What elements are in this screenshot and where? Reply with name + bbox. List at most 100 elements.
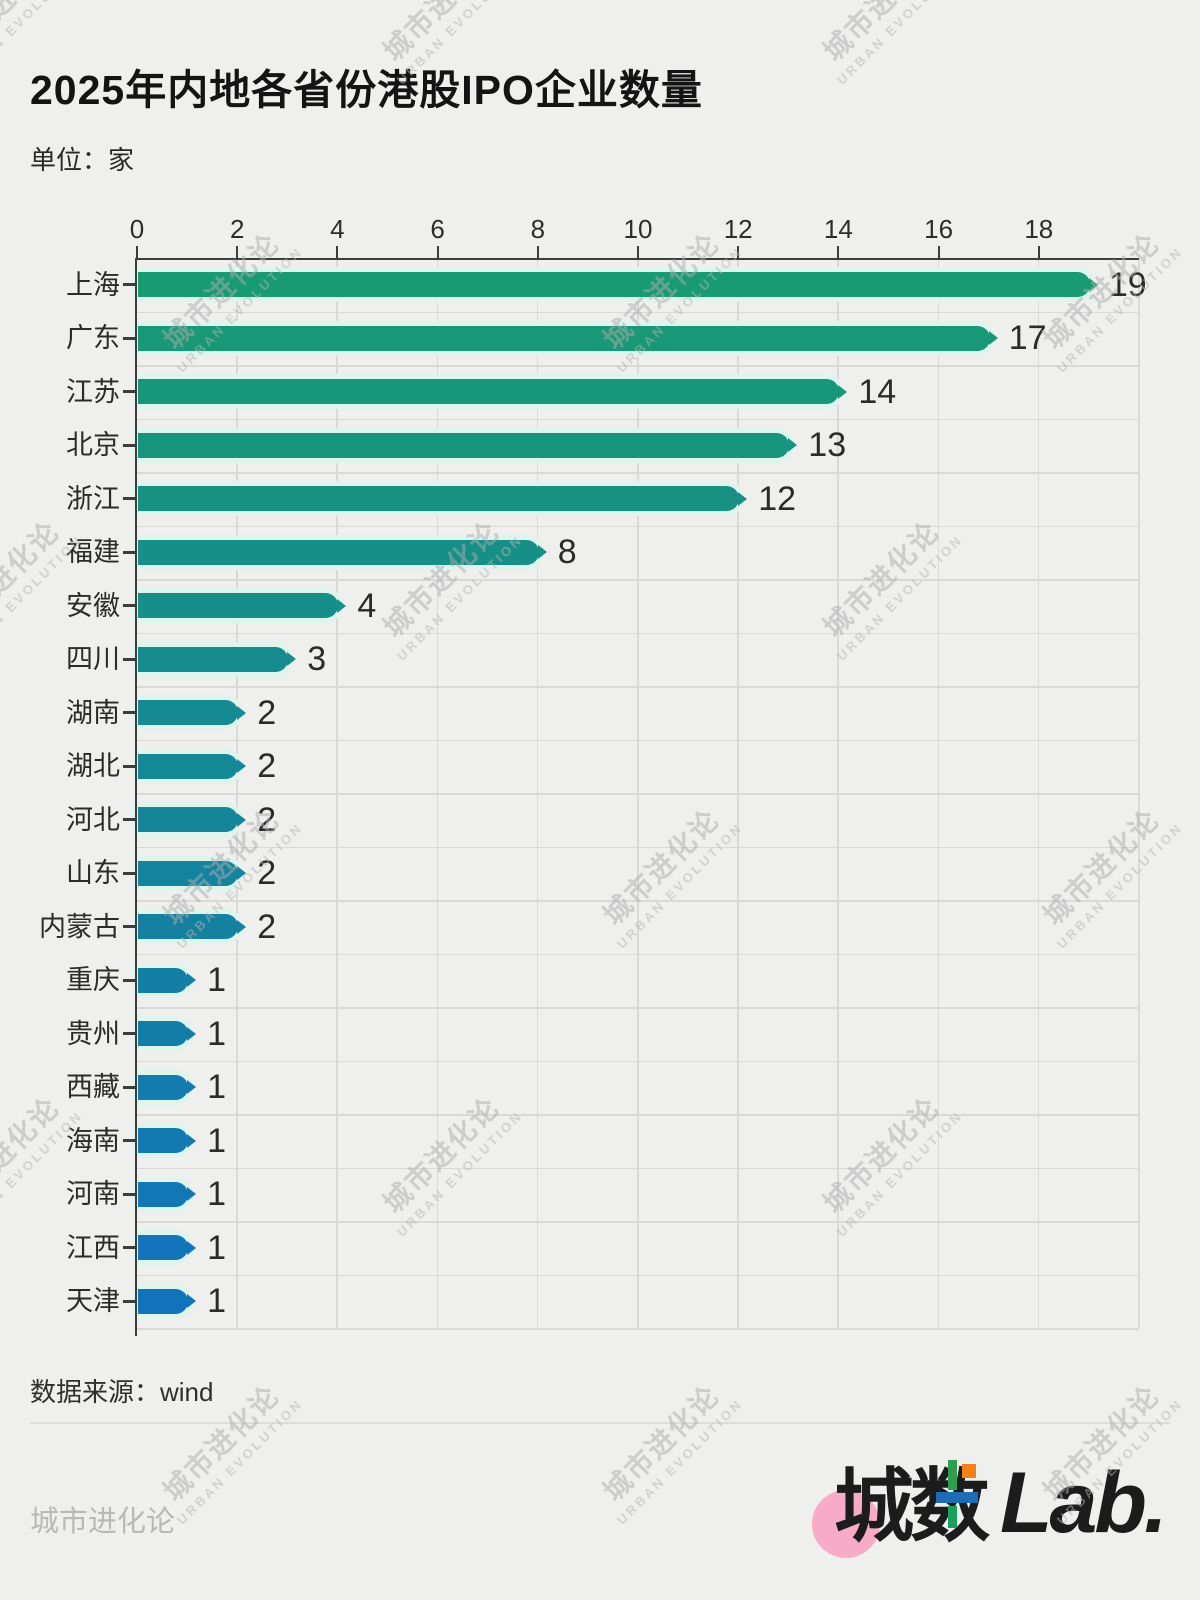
bar-tip [738, 491, 748, 506]
category-label: 内蒙古 [39, 911, 120, 942]
bar-value-label: 2 [257, 907, 277, 946]
bar-湖北 [138, 753, 247, 779]
y-axis-tick-mark [123, 925, 135, 929]
bar-value-label: 2 [257, 854, 277, 893]
x-axis-tick-label: 18 [1024, 214, 1054, 244]
horizontal-gridline [137, 686, 1139, 688]
horizontal-gridline [137, 365, 1139, 367]
category-label: 河南 [66, 1179, 120, 1210]
horizontal-gridline [137, 1007, 1139, 1009]
x-axis-tick-label: 2 [229, 214, 245, 244]
bar-value-label: 2 [257, 693, 277, 732]
bar-tip [237, 705, 247, 720]
x-axis-line [135, 258, 1139, 260]
horizontal-gridline [137, 311, 1139, 313]
bar-tip [337, 598, 347, 613]
category-label: 北京 [66, 430, 120, 461]
bar-tip [838, 384, 848, 399]
category-label: 西藏 [66, 1072, 120, 1103]
bar-江西 [138, 1235, 197, 1261]
logo-blue-bar-icon [936, 1492, 978, 1503]
bar-重庆 [138, 967, 197, 993]
bar-tip [1088, 277, 1098, 292]
footer-divider [30, 1422, 1170, 1424]
category-label: 湖北 [66, 751, 120, 782]
category-label: 山东 [66, 858, 120, 889]
x-axis-tick-mark [436, 246, 439, 258]
category-label: 海南 [66, 1125, 120, 1156]
category-label: 湖南 [66, 697, 120, 728]
horizontal-gridline [137, 472, 1139, 474]
logo-latin-text: Lab. [1000, 1455, 1168, 1551]
horizontal-gridline [137, 1328, 1139, 1330]
logo-green-bar-icon [948, 1460, 957, 1490]
y-axis-tick-mark [123, 283, 135, 287]
x-axis-tick-mark [236, 246, 239, 258]
bar-value-label: 2 [257, 747, 277, 786]
x-axis-tick-mark [737, 246, 740, 258]
y-axis-tick-mark [123, 818, 135, 822]
horizontal-gridline [137, 418, 1139, 420]
horizontal-gridline [137, 632, 1139, 634]
y-axis-tick-mark [123, 1085, 135, 1089]
horizontal-gridline [137, 900, 1139, 902]
y-axis-tick-mark [123, 978, 135, 982]
category-label: 河北 [66, 804, 120, 835]
horizontal-gridline [137, 793, 1139, 795]
bar-tip [187, 973, 197, 988]
horizontal-gridline [137, 1274, 1139, 1276]
x-axis-tick-label: 14 [823, 214, 853, 244]
bar-江苏 [138, 379, 848, 405]
bar-福建 [138, 539, 547, 565]
brand-name-left: 城市进化论 [30, 1506, 176, 1538]
category-label: 江西 [66, 1232, 120, 1263]
bar-西藏 [138, 1074, 197, 1100]
bar-value-label: 13 [808, 426, 847, 465]
x-axis-tick-mark [336, 246, 339, 258]
y-axis-tick-mark [123, 550, 135, 554]
bar-value-label: 3 [307, 640, 327, 679]
bar-tip [187, 1240, 197, 1255]
horizontal-gridline [137, 953, 1139, 955]
category-label: 四川 [66, 644, 120, 675]
x-axis-tick-label: 6 [430, 214, 445, 244]
bar-value-label: 4 [357, 586, 377, 625]
bar-value-label: 1 [207, 1014, 227, 1053]
y-axis-tick-mark [123, 336, 135, 340]
horizontal-gridline [137, 1221, 1139, 1223]
horizontal-gridline [137, 739, 1139, 741]
category-label: 贵州 [66, 1018, 120, 1049]
bar-山东 [138, 860, 247, 886]
x-axis-tick-label: 16 [924, 214, 954, 244]
x-axis-tick-label: 12 [723, 214, 753, 244]
bar-tip [187, 1294, 197, 1309]
category-label: 重庆 [66, 965, 120, 996]
bar-四川 [138, 646, 297, 672]
data-source-label: 数据来源：wind [30, 1377, 214, 1407]
y-axis-tick-mark [123, 1192, 135, 1196]
y-axis-tick-mark [123, 871, 135, 875]
bar-贵州 [138, 1021, 197, 1047]
bar-上海 [138, 272, 1098, 298]
page-title: 2025年内地各省份港股IPO企业数量 [30, 67, 703, 113]
logo-pink-circle-icon [812, 1490, 880, 1558]
bar-海南 [138, 1128, 197, 1154]
x-axis-tick-mark [536, 246, 539, 258]
y-axis-tick-mark [123, 1139, 135, 1143]
bar-tip [237, 866, 247, 881]
bar-河北 [138, 807, 247, 833]
category-label: 福建 [66, 537, 120, 568]
bar-tip [187, 1187, 197, 1202]
horizontal-gridline [137, 846, 1139, 848]
bar-tip [237, 759, 247, 774]
bar-北京 [138, 432, 798, 458]
category-label: 浙江 [66, 483, 120, 514]
horizontal-gridline [137, 1114, 1139, 1116]
bar-value-label: 12 [758, 479, 797, 518]
